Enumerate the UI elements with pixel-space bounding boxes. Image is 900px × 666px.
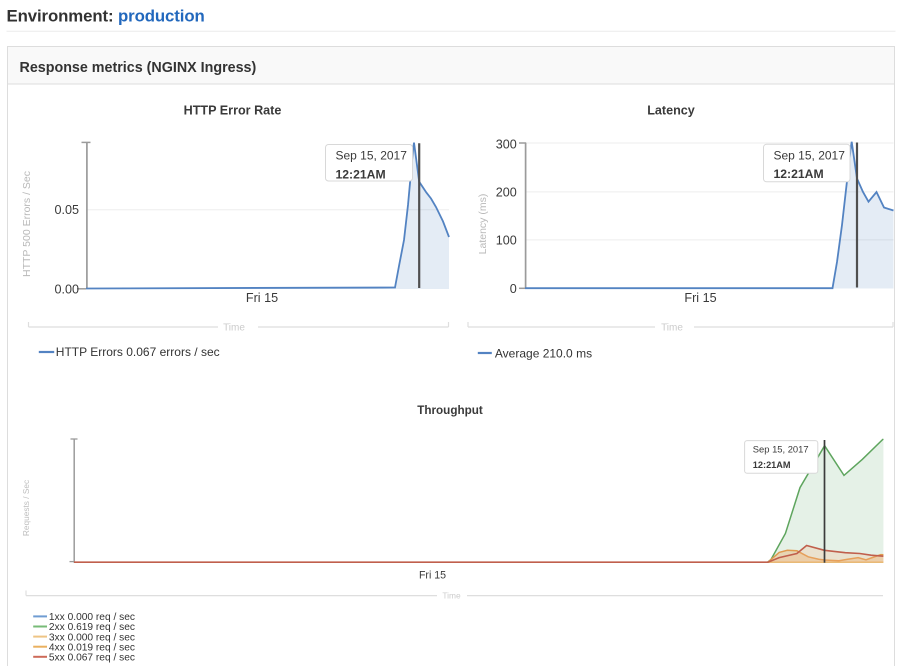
svg-text:1xx 0.000 req / sec: 1xx 0.000 req / sec [49, 612, 135, 623]
svg-text:Fri 15: Fri 15 [684, 291, 716, 305]
svg-text:200: 200 [496, 186, 517, 200]
svg-text:Sep 15, 2017: Sep 15, 2017 [774, 148, 846, 162]
svg-text:Sep 15, 2017: Sep 15, 2017 [753, 443, 809, 454]
svg-text:Latency (ms): Latency (ms) [477, 194, 489, 255]
svg-text:12:21AM: 12:21AM [336, 167, 386, 181]
svg-text:Requests / Sec: Requests / Sec [21, 480, 31, 536]
svg-text:Environment: production: Environment: production [7, 6, 205, 25]
svg-text:Throughput: Throughput [417, 404, 483, 417]
svg-text:Average 210.0 ms: Average 210.0 ms [495, 347, 592, 361]
svg-text:HTTP 500 Errors / Sec: HTTP 500 Errors / Sec [21, 171, 33, 277]
svg-text:300: 300 [496, 137, 517, 151]
svg-text:Time: Time [223, 323, 245, 334]
svg-text:4xx 0.019 req / sec: 4xx 0.019 req / sec [49, 642, 135, 653]
svg-text:0: 0 [510, 282, 517, 296]
svg-text:Sep 15, 2017: Sep 15, 2017 [336, 148, 408, 162]
svg-text:HTTP Error Rate: HTTP Error Rate [184, 104, 282, 118]
svg-text:2xx 0.619 req / sec: 2xx 0.619 req / sec [49, 622, 135, 633]
svg-text:Latency: Latency [647, 104, 695, 118]
svg-text:Time: Time [442, 591, 461, 601]
svg-text:Fri 15: Fri 15 [246, 291, 278, 305]
svg-text:HTTP Errors 0.067 errors / sec: HTTP Errors 0.067 errors / sec [56, 345, 220, 359]
svg-text:Response metrics (NGINX Ingres: Response metrics (NGINX Ingress) [20, 60, 257, 76]
svg-text:Time: Time [661, 323, 683, 334]
svg-text:100: 100 [496, 234, 517, 248]
svg-text:5xx 0.067 req / sec: 5xx 0.067 req / sec [49, 653, 135, 664]
svg-text:0.05: 0.05 [54, 203, 79, 217]
svg-text:12:21AM: 12:21AM [774, 167, 824, 181]
svg-text:3xx 0.000 req / sec: 3xx 0.000 req / sec [49, 632, 135, 643]
svg-text:0.00: 0.00 [54, 282, 79, 296]
svg-text:12:21AM: 12:21AM [753, 460, 791, 470]
svg-text:Fri 15: Fri 15 [419, 570, 446, 582]
